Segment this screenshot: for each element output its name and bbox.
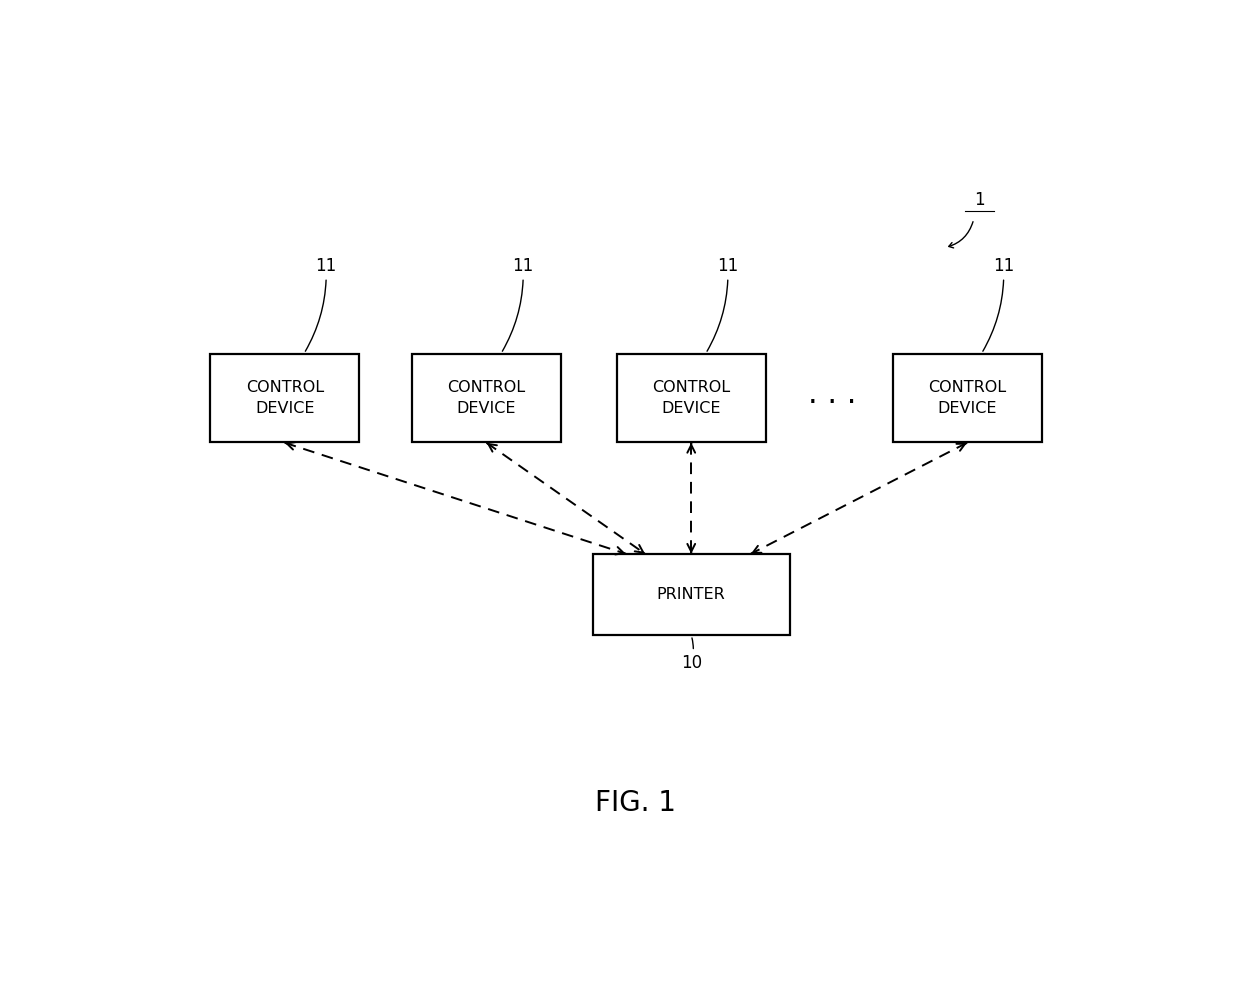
Text: 1: 1 [975, 191, 985, 209]
Text: 11: 11 [305, 257, 337, 352]
Text: 11: 11 [502, 257, 533, 352]
Text: CONTROL
DEVICE: CONTROL DEVICE [246, 380, 324, 416]
Text: 11: 11 [707, 257, 738, 352]
Bar [616, 354, 766, 442]
Text: . . .: . . . [808, 380, 857, 409]
Text: CONTROL
DEVICE: CONTROL DEVICE [448, 380, 526, 416]
Bar [412, 354, 560, 442]
Text: 10: 10 [681, 638, 702, 672]
Text: CONTROL
DEVICE: CONTROL DEVICE [652, 380, 730, 416]
Text: FIG. 1: FIG. 1 [595, 789, 676, 817]
Bar [211, 354, 360, 442]
Bar [593, 554, 790, 635]
Text: CONTROL
DEVICE: CONTROL DEVICE [928, 380, 1006, 416]
Text: 11: 11 [983, 257, 1014, 352]
Bar [893, 354, 1042, 442]
Text: PRINTER: PRINTER [657, 587, 725, 602]
